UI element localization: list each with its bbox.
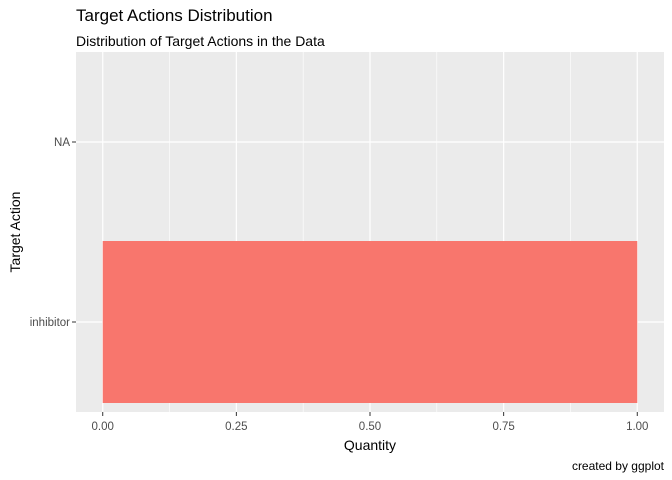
chart-caption: created by ggplot	[571, 459, 664, 473]
y-tick-label: NA	[54, 137, 70, 149]
x-tick-label: 0.75	[492, 421, 514, 433]
x-tick-label: 0.50	[359, 421, 381, 433]
chart-title: Target Actions Distribution	[76, 6, 273, 25]
bar-inhibitor	[102, 241, 638, 403]
y-axis-title: Target Action	[7, 192, 23, 273]
x-tick-label: 1.00	[626, 421, 648, 433]
x-tick-label: 0.00	[92, 421, 114, 433]
x-axis-title: Quantity	[344, 437, 396, 453]
y-tick-label: inhibitor	[30, 317, 70, 329]
chart-subtitle: Distribution of Target Actions in the Da…	[76, 33, 325, 49]
x-tick-label: 0.25	[225, 421, 247, 433]
